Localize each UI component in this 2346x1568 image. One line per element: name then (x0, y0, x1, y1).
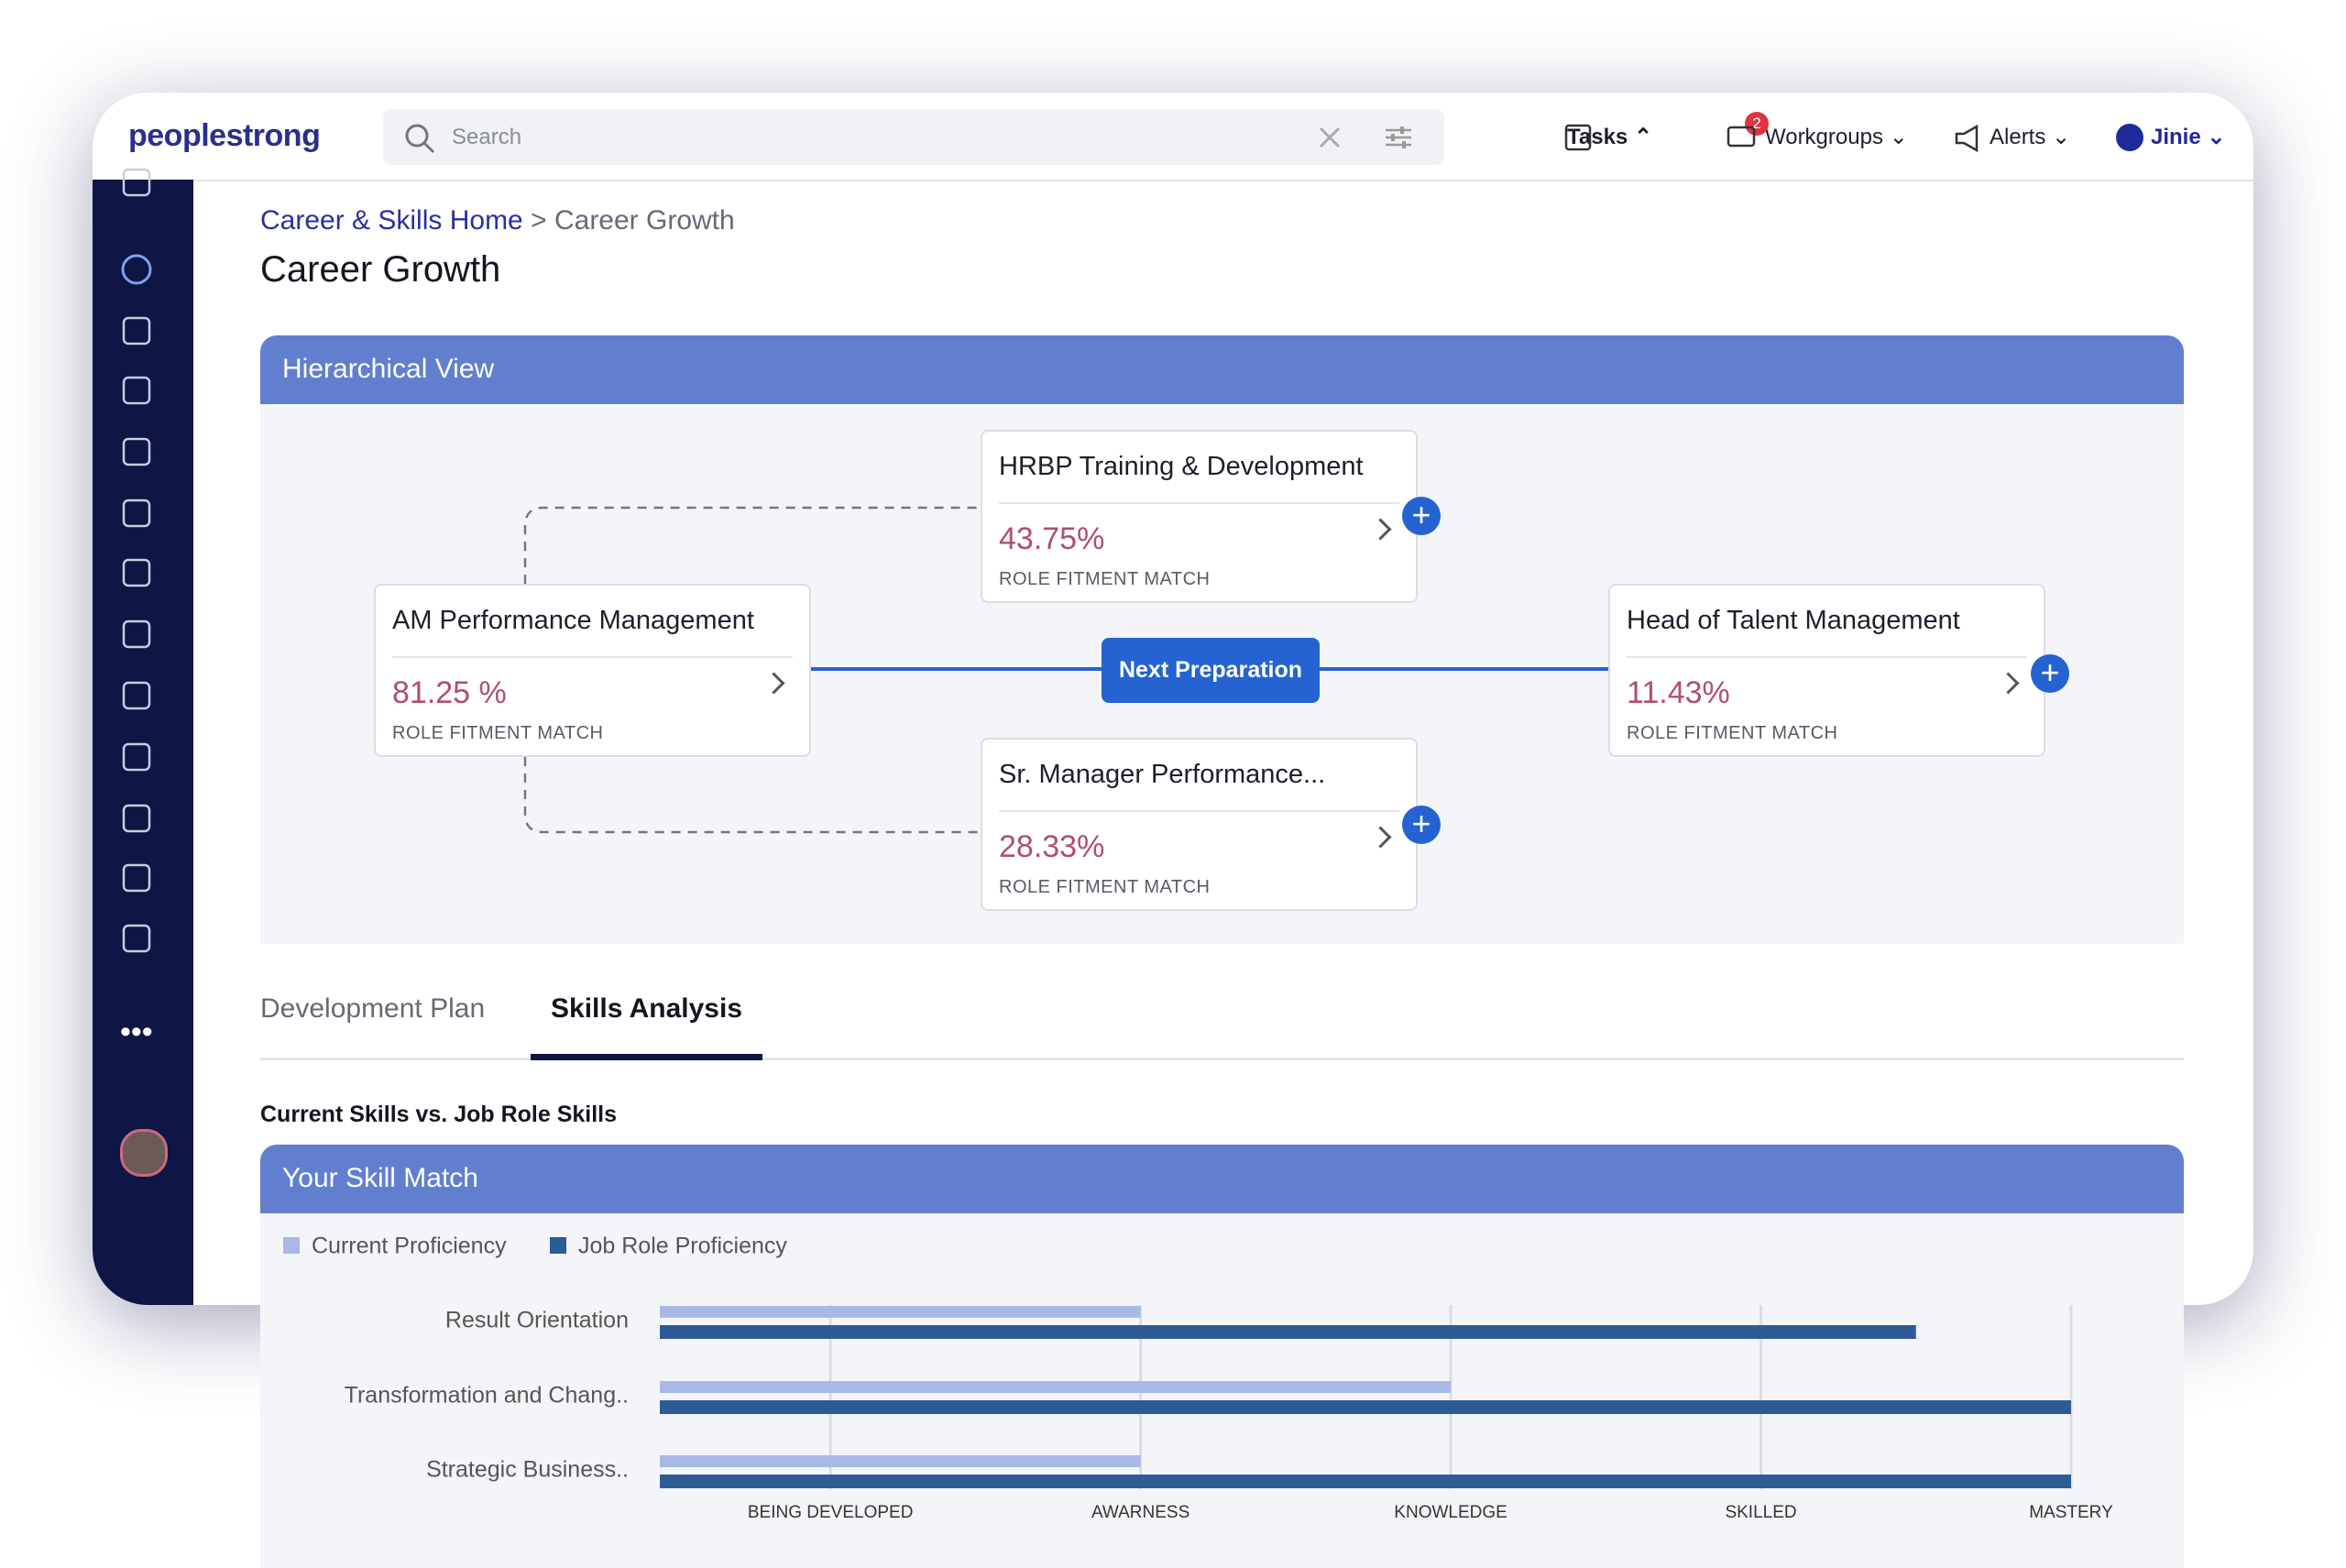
jinie-icon (2116, 124, 2143, 151)
nav-icon[interactable] (118, 495, 155, 532)
bar (660, 1306, 1141, 1318)
divider (392, 656, 793, 658)
legend-label: Job Role Proficiency (578, 1234, 787, 1259)
filter-icon[interactable] (1384, 123, 1413, 152)
top-bar: peoplestrong Search Tasks ⌃ Workgroups ⌄… (93, 93, 2253, 181)
menu-label: Jinie (2151, 125, 2201, 149)
fitment-label: ROLE FITMENT MATCH (1627, 723, 1838, 743)
y-tick-label: Result Orientation (445, 1308, 629, 1333)
fitment-value: 11.43% (1627, 675, 1730, 710)
add-button[interactable]: + (1402, 806, 1441, 844)
bar (660, 1475, 2071, 1488)
nav-icon[interactable] (118, 251, 155, 288)
nav-icon[interactable] (118, 433, 155, 470)
nav-icon[interactable] (118, 616, 155, 652)
panel-header: Hierarchical View (260, 335, 2184, 404)
y-tick-label: Transformation and Chang.. (345, 1383, 629, 1409)
breadcrumb-home[interactable]: Career & Skills Home (260, 205, 523, 236)
next-preparation-button[interactable]: Next Preparation (1102, 638, 1320, 703)
nav-icon[interactable] (118, 313, 155, 349)
x-tick-label: KNOWLEDGE (1394, 1503, 1507, 1522)
search-placeholder: Search (452, 125, 522, 149)
legend-label: Current Proficiency (312, 1234, 507, 1259)
panel-title: Hierarchical View (282, 354, 495, 384)
search-icon (405, 124, 435, 154)
role-card[interactable]: Head of Talent Management 11.43% ROLE FITM… (1608, 584, 2045, 757)
divider (999, 502, 1399, 504)
bar (660, 1400, 2071, 1414)
bar (660, 1325, 1916, 1339)
bar (660, 1455, 1141, 1467)
divider (999, 810, 1399, 812)
skill-panel: Your Skill Match (260, 1145, 2184, 1568)
fitment-label: ROLE FITMENT MATCH (999, 877, 1211, 897)
section-title: Current Skills vs. Job Role Skills (260, 1102, 618, 1127)
fitment-label: ROLE FITMENT MATCH (999, 569, 1211, 589)
add-button[interactable]: + (2031, 654, 2069, 693)
chart-title: Your Skill Match (282, 1163, 478, 1193)
fitment-value: 28.33% (999, 829, 1105, 864)
role-title: Sr. Manager Performance... (999, 760, 1326, 789)
bar (660, 1381, 1452, 1393)
menu-tasks[interactable]: Tasks ⌃ (1567, 125, 1653, 149)
fitment-value: 81.25 % (392, 675, 507, 710)
menu-label: Tasks (1567, 125, 1628, 149)
nav-icon[interactable] (118, 372, 155, 409)
menu-jinie[interactable]: Jinie ⌄ (2151, 125, 2226, 149)
menu-alerts[interactable]: Alerts ⌄ (1990, 125, 2071, 149)
nav-icon[interactable] (118, 164, 155, 201)
y-tick-label: Strategic Business.. (426, 1457, 629, 1483)
panel-header: Your Skill Match (260, 1145, 2184, 1213)
tab[interactable]: Skills Analysis (551, 993, 743, 1024)
tab-underline (531, 1054, 762, 1060)
breadcrumb: Career & Skills Home > Career Growth (260, 205, 735, 236)
sidebar: ••• (93, 168, 193, 1305)
role-title: AM Performance Management (392, 606, 754, 635)
legend-swatch (283, 1237, 300, 1254)
workgroups-icon (1727, 126, 1756, 148)
role-card[interactable]: Sr. Manager Performance... 28.33% ROLE FIT… (981, 738, 1418, 911)
role-title: HRBP Training & Development (999, 452, 1364, 481)
nav-icon[interactable] (118, 860, 155, 896)
role-title: Head of Talent Management (1627, 606, 1960, 635)
clear-icon[interactable] (1318, 126, 1342, 149)
x-tick-label: BEING DEVELOPED (748, 1503, 914, 1522)
avatar[interactable] (120, 1129, 168, 1177)
tab[interactable]: Development Plan (260, 993, 486, 1024)
x-tick-label: SKILLED (1725, 1503, 1796, 1522)
add-button[interactable]: + (1402, 497, 1441, 535)
tab-divider (260, 1058, 2184, 1060)
x-tick-label: AWARNESS (1091, 1503, 1189, 1522)
page-title: Career Growth (260, 249, 501, 290)
menu-label: Workgroups (1765, 125, 1883, 149)
search-box[interactable]: Search (383, 109, 1444, 165)
legend-swatch (550, 1237, 566, 1254)
role-card[interactable]: AM Performance Management 81.25 % ROLE FIT… (374, 584, 811, 757)
nav-icon[interactable] (118, 554, 155, 591)
role-card[interactable]: HRBP Training & Development 43.75% ROLE FI… (981, 430, 1418, 603)
fitment-label: ROLE FITMENT MATCH (392, 723, 604, 743)
logo[interactable]: peoplestrong (128, 118, 321, 153)
divider (1627, 656, 2027, 658)
fitment-value: 43.75% (999, 521, 1105, 556)
alerts-icon (1955, 124, 1979, 153)
nav-icon[interactable] (118, 800, 155, 837)
tasks-icon (1564, 124, 1592, 151)
badge: 2 (1745, 112, 1769, 136)
nav-icon[interactable] (118, 677, 155, 714)
menu-workgroups[interactable]: Workgroups ⌄ (1765, 125, 1908, 149)
nav-icon[interactable] (118, 920, 155, 957)
nav-icon[interactable] (118, 739, 155, 775)
menu-label: Alerts (1990, 125, 2046, 149)
breadcrumb-separator: > (531, 205, 547, 236)
breadcrumb-current: Career Growth (554, 205, 735, 236)
x-tick-label: MASTERY (2029, 1503, 2113, 1522)
